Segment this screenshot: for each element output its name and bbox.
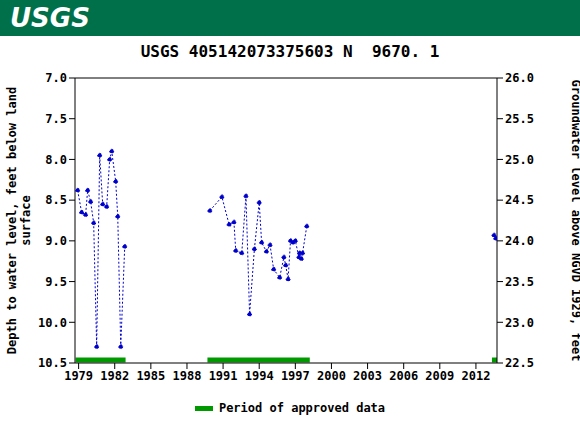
html-text:USGS: USGS (10, 3, 90, 33)
svg-text:1991: 1991 (209, 369, 238, 383)
svg-text:22.5: 22.5 (505, 356, 534, 370)
svg-text:1985: 1985 (136, 369, 165, 383)
svg-text:2000: 2000 (317, 369, 346, 383)
svg-text:10.0: 10.0 (38, 316, 67, 330)
svg-text:1982: 1982 (100, 369, 129, 383)
svg-text:1997: 1997 (281, 369, 310, 383)
svg-text:2012: 2012 (461, 369, 490, 383)
svg-text:25.0: 25.0 (505, 153, 534, 167)
svg-text:26.0: 26.0 (505, 71, 534, 85)
svg-text:8.5: 8.5 (45, 193, 67, 207)
svg-text:2009: 2009 (425, 369, 454, 383)
svg-text:1979: 1979 (64, 369, 93, 383)
svg-text:1994: 1994 (245, 369, 274, 383)
svg-text:7.0: 7.0 (45, 71, 67, 85)
svg-text:24.0: 24.0 (505, 234, 534, 248)
svg-text:2006: 2006 (389, 369, 418, 383)
svg-text:7.5: 7.5 (45, 112, 67, 126)
svg-text:2003: 2003 (353, 369, 382, 383)
svg-text:23.5: 23.5 (505, 275, 534, 289)
svg-text:25.5: 25.5 (505, 112, 534, 126)
html-text:USGS 405142073375603 N 9670. 1: USGS 405142073375603 N 9670. 1 (140, 42, 440, 61)
svg-text:8.0: 8.0 (45, 153, 67, 167)
svg-text:Depth to water level, feet bel: Depth to water level, feet below landsur… (8, 87, 33, 354)
svg-text:23.0: 23.0 (505, 316, 534, 330)
svg-text:Groundwater level above NGVD 1: Groundwater level above NGVD 1929, feet (569, 80, 572, 362)
html-text:Period of approved data: Period of approved data (218, 401, 386, 415)
svg-text:9.5: 9.5 (45, 275, 67, 289)
svg-text:9.0: 9.0 (45, 234, 67, 248)
svg-text:24.5: 24.5 (505, 193, 534, 207)
svg-text:1988: 1988 (173, 369, 202, 383)
svg-text:10.5: 10.5 (38, 356, 67, 370)
